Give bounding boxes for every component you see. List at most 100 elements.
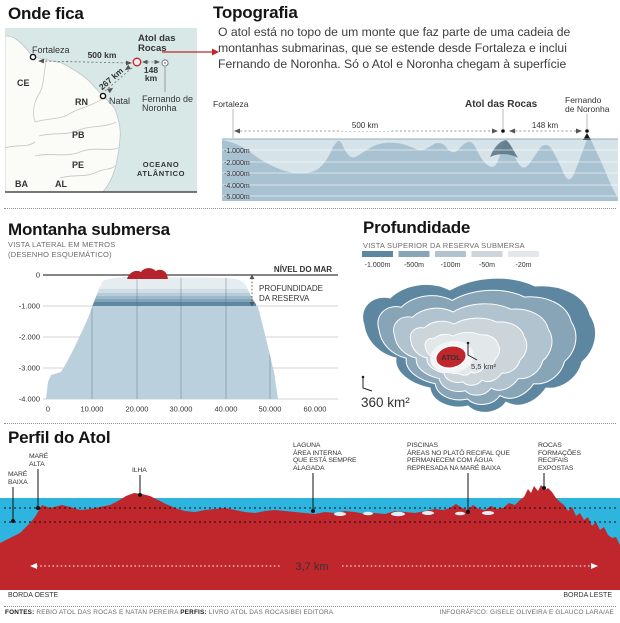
svg-text:40.000: 40.000	[215, 405, 238, 414]
svg-text:-1.000m: -1.000m	[224, 148, 250, 155]
perfil-atol-cross-section: MARÉ ALTA MARÉ BAIXA ILHA LAGUNA ÁREA IN…	[0, 442, 620, 599]
svg-text:QUE ESTÁ SEMPRE: QUE ESTÁ SEMPRE	[293, 455, 357, 464]
svg-text:RECIFAIS: RECIFAIS	[538, 457, 569, 464]
noronha-peak-icon	[583, 133, 591, 140]
svg-text:20.000: 20.000	[126, 405, 149, 414]
svg-text:10.000: 10.000	[81, 405, 104, 414]
svg-text:LAGUNA: LAGUNA	[293, 442, 321, 449]
svg-text:ALTA: ALTA	[29, 461, 45, 468]
atol-text: ATOL	[441, 353, 461, 362]
svg-text:PROFUNDIDADE: PROFUNDIDADE	[259, 284, 323, 293]
reserve-top-view: ATOL 5,5 km² 360 km²	[361, 277, 597, 413]
profile-label-noronha: Fernando de Noronha	[565, 95, 610, 114]
profile-distance-500km: 500 km	[352, 121, 379, 130]
svg-text:-20m: -20m	[516, 262, 532, 269]
svg-text:PISCINAS: PISCINAS	[407, 442, 438, 449]
profile-label-atol: Atol das Rocas	[465, 99, 538, 110]
svg-text:REPRESADA NA MARÉ BAIXA: REPRESADA NA MARÉ BAIXA	[407, 463, 501, 472]
state-label: RN	[75, 97, 88, 107]
svg-text:OCEANO: OCEANO	[143, 160, 180, 169]
atol-cap	[127, 268, 168, 279]
svg-text:-4.000m: -4.000m	[224, 183, 250, 190]
state-label: PB	[72, 130, 85, 140]
label-backing	[340, 121, 390, 131]
legend-swatch	[362, 251, 393, 257]
annotation-pointer-dots	[11, 486, 546, 523]
reserve-depth-label: PROFUNDIDADE DA RESERVA	[259, 284, 323, 303]
svg-text:Atol das: Atol das	[138, 33, 175, 44]
svg-text:ÁREA INTERNA: ÁREA INTERNA	[293, 448, 342, 457]
measure-dot	[466, 341, 470, 345]
montanha-subtitle: VISTA LATERAL EM METROS (DESENHO ESQUEMÁ…	[8, 240, 115, 259]
borda-leste-label: BORDA LESTE	[563, 592, 612, 599]
profile-distance-arrowheads	[234, 128, 582, 134]
city-dot-natal	[99, 92, 107, 100]
reef-pools	[334, 511, 494, 517]
svg-text:MARÉ: MARÉ	[8, 469, 28, 478]
borda-oeste-label: BORDA OESTE	[8, 592, 59, 599]
panel-title-profundidade: Profundidade	[363, 218, 471, 237]
map-state-labels: CE RN PB PE BA AL	[15, 78, 88, 189]
atol-marker	[132, 57, 142, 67]
svg-text:ATLÂNTICO: ATLÂNTICO	[137, 169, 185, 178]
svg-text:Fernando: Fernando	[565, 95, 602, 105]
depth-gridlines	[222, 149, 618, 197]
map-arrowheads	[38, 58, 160, 94]
section-divider	[4, 423, 616, 424]
topografia-profile-chart: Fortaleza Atol das Rocas Fernando de Nor…	[213, 95, 618, 201]
city-label-natal: Natal	[109, 96, 130, 106]
svg-text:de Noronha: de Noronha	[565, 104, 610, 114]
atol-area-label: 5,5 km²	[471, 362, 497, 371]
svg-text:ROCAS: ROCAS	[538, 442, 562, 449]
svg-text:-3.000m: -3.000m	[224, 171, 250, 178]
footer-credit: INFOGRÁFICO: GISELE OLIVEIRA E GLAUCO LA…	[439, 609, 614, 616]
map-land	[5, 35, 121, 193]
svg-text:MARÉ: MARÉ	[29, 451, 49, 460]
svg-text:ALAGADA: ALAGADA	[293, 465, 325, 472]
map-to-text-connector	[162, 48, 219, 56]
noronha-label: Fernando de Noronha	[142, 94, 193, 113]
montanha-y-ticks: 0 -1.000 -2.000 -3.000 -4.000	[19, 271, 40, 404]
svg-text:-3.000: -3.000	[19, 364, 40, 373]
mountain-body	[46, 277, 278, 399]
svg-text:ILHA: ILHA	[132, 467, 147, 474]
svg-text:ÁREAS NO PLATÔ RECIFAL QUE: ÁREAS NO PLATÔ RECIFAL QUE	[407, 448, 510, 457]
svg-text:-1.000m: -1.000m	[365, 262, 391, 269]
panel-title-montanha: Montanha submersa	[8, 220, 170, 239]
svg-text:0: 0	[36, 271, 40, 280]
svg-text:-5.000m: -5.000m	[224, 194, 250, 201]
noronha-marker-dot	[164, 62, 166, 64]
map-state-borders	[5, 57, 119, 179]
section-divider	[4, 208, 616, 209]
svg-text:PERMANECEM COM ÁGUA: PERMANECEM COM ÁGUA	[407, 455, 493, 464]
measure-arrow-right-icon	[591, 563, 598, 569]
city-dot-fortaleza	[29, 53, 37, 61]
svg-text:Rocas: Rocas	[138, 43, 167, 54]
svg-text:EXPOSTAS: EXPOSTAS	[538, 465, 574, 472]
svg-text:-4.000: -4.000	[19, 395, 40, 404]
atol-summit-shading	[490, 140, 518, 158]
state-label: CE	[17, 78, 30, 88]
svg-text:50.000: 50.000	[259, 405, 282, 414]
montanha-subtitle-line2: (DESENHO ESQUEMÁTICO)	[8, 249, 112, 259]
city-label-fortaleza: Fortaleza	[32, 45, 70, 55]
reef-landmass	[0, 485, 620, 590]
svg-text:-50m: -50m	[479, 262, 495, 269]
profile-guide-lines	[232, 109, 588, 138]
legend-swatch	[435, 251, 466, 257]
annotation-pointer-lines	[12, 469, 545, 520]
legend-labels: -1.000m -500m -100m -50m -20m	[365, 262, 532, 269]
state-label: BA	[15, 179, 28, 189]
svg-text:Fernando de: Fernando de	[142, 94, 193, 104]
state-label: PE	[72, 160, 84, 170]
panel-title-topografia: Topografia	[213, 3, 298, 22]
perfis-label: PERFIS:	[180, 609, 207, 616]
svg-text:-2.000: -2.000	[19, 333, 40, 342]
arrow-down-icon	[249, 302, 255, 307]
svg-text:-2.000m: -2.000m	[224, 160, 250, 167]
measure-arrow-left-icon	[30, 563, 37, 569]
profile-atol-dot	[501, 129, 505, 133]
montanha-subtitle-line1: VISTA LATERAL EM METROS	[8, 240, 116, 249]
total-measure-mark	[362, 377, 373, 392]
svg-text:0: 0	[46, 405, 50, 414]
